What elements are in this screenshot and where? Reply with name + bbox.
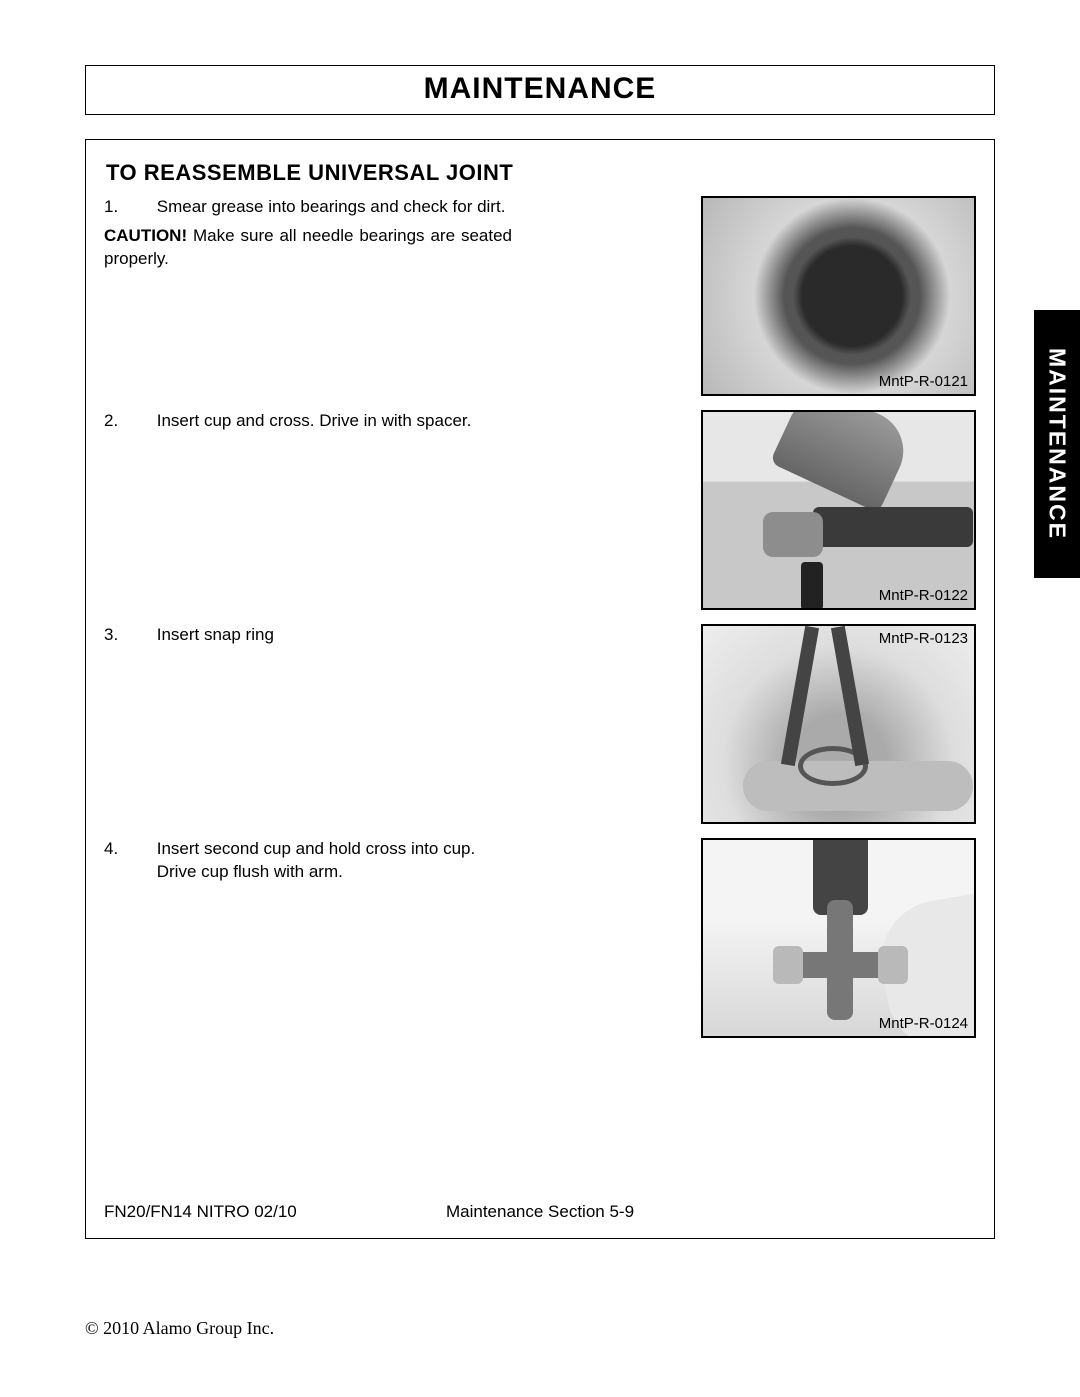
header-box: MAINTENANCE	[85, 65, 995, 115]
figure-id: MntP-R-0123	[879, 630, 968, 647]
figure-col: MntP-R-0122	[701, 410, 976, 610]
side-tab: MAINTENANCE	[1034, 310, 1080, 578]
figure-id: MntP-R-0121	[879, 373, 968, 390]
step-row: 4. Insert second cup and hold cross into…	[104, 838, 976, 1038]
step-text: 4. Insert second cup and hold cross into…	[104, 838, 524, 884]
step-number: 1.	[104, 196, 152, 219]
copyright: © 2010 Alamo Group Inc.	[85, 1318, 274, 1339]
step-number: 4.	[104, 838, 152, 861]
step-body: Smear grease into bearings and check for…	[157, 196, 517, 219]
step-row: 2. Insert cup and cross. Drive in with s…	[104, 410, 976, 610]
footer: Maintenance Section 5-9 FN20/FN14 NITRO …	[104, 1202, 976, 1222]
step-text: 3. Insert snap ring	[104, 624, 524, 647]
figure-col: MntP-R-0124	[701, 838, 976, 1038]
figure-image: MntP-R-0121	[701, 196, 976, 396]
section-title: To Reassemble Universal Joint	[106, 160, 976, 186]
figure-id: MntP-R-0124	[879, 1015, 968, 1032]
step-row: 3. Insert snap ring MntP-R-0123	[104, 624, 976, 824]
page-title: MAINTENANCE	[86, 72, 994, 106]
step-number: 2.	[104, 410, 152, 433]
step-row: 1. Smear grease into bearings and check …	[104, 196, 976, 396]
step-text: 2. Insert cup and cross. Drive in with s…	[104, 410, 524, 433]
figure-image: MntP-R-0123	[701, 624, 976, 824]
step-number: 3.	[104, 624, 152, 647]
figure-image: MntP-R-0122	[701, 410, 976, 610]
step-body: Insert cup and cross. Drive in with spac…	[157, 410, 517, 433]
step-body: Insert second cup and hold cross into cu…	[157, 838, 517, 884]
figure-image: MntP-R-0124	[701, 838, 976, 1038]
figure-id: MntP-R-0122	[879, 587, 968, 604]
page: MAINTENANCE To Reassemble Universal Join…	[85, 65, 995, 1239]
figure-col: MntP-R-0121	[701, 196, 976, 396]
content-box: To Reassemble Universal Joint 1. Smear g…	[85, 139, 995, 1239]
caution-line: CAUTION! Make sure all needle bearings a…	[104, 225, 512, 271]
step-body: Insert snap ring	[157, 624, 517, 647]
figure-col: MntP-R-0123	[701, 624, 976, 824]
step-text: 1. Smear grease into bearings and check …	[104, 196, 524, 271]
caution-label: CAUTION!	[104, 226, 187, 245]
footer-center: Maintenance Section 5-9	[104, 1202, 976, 1222]
